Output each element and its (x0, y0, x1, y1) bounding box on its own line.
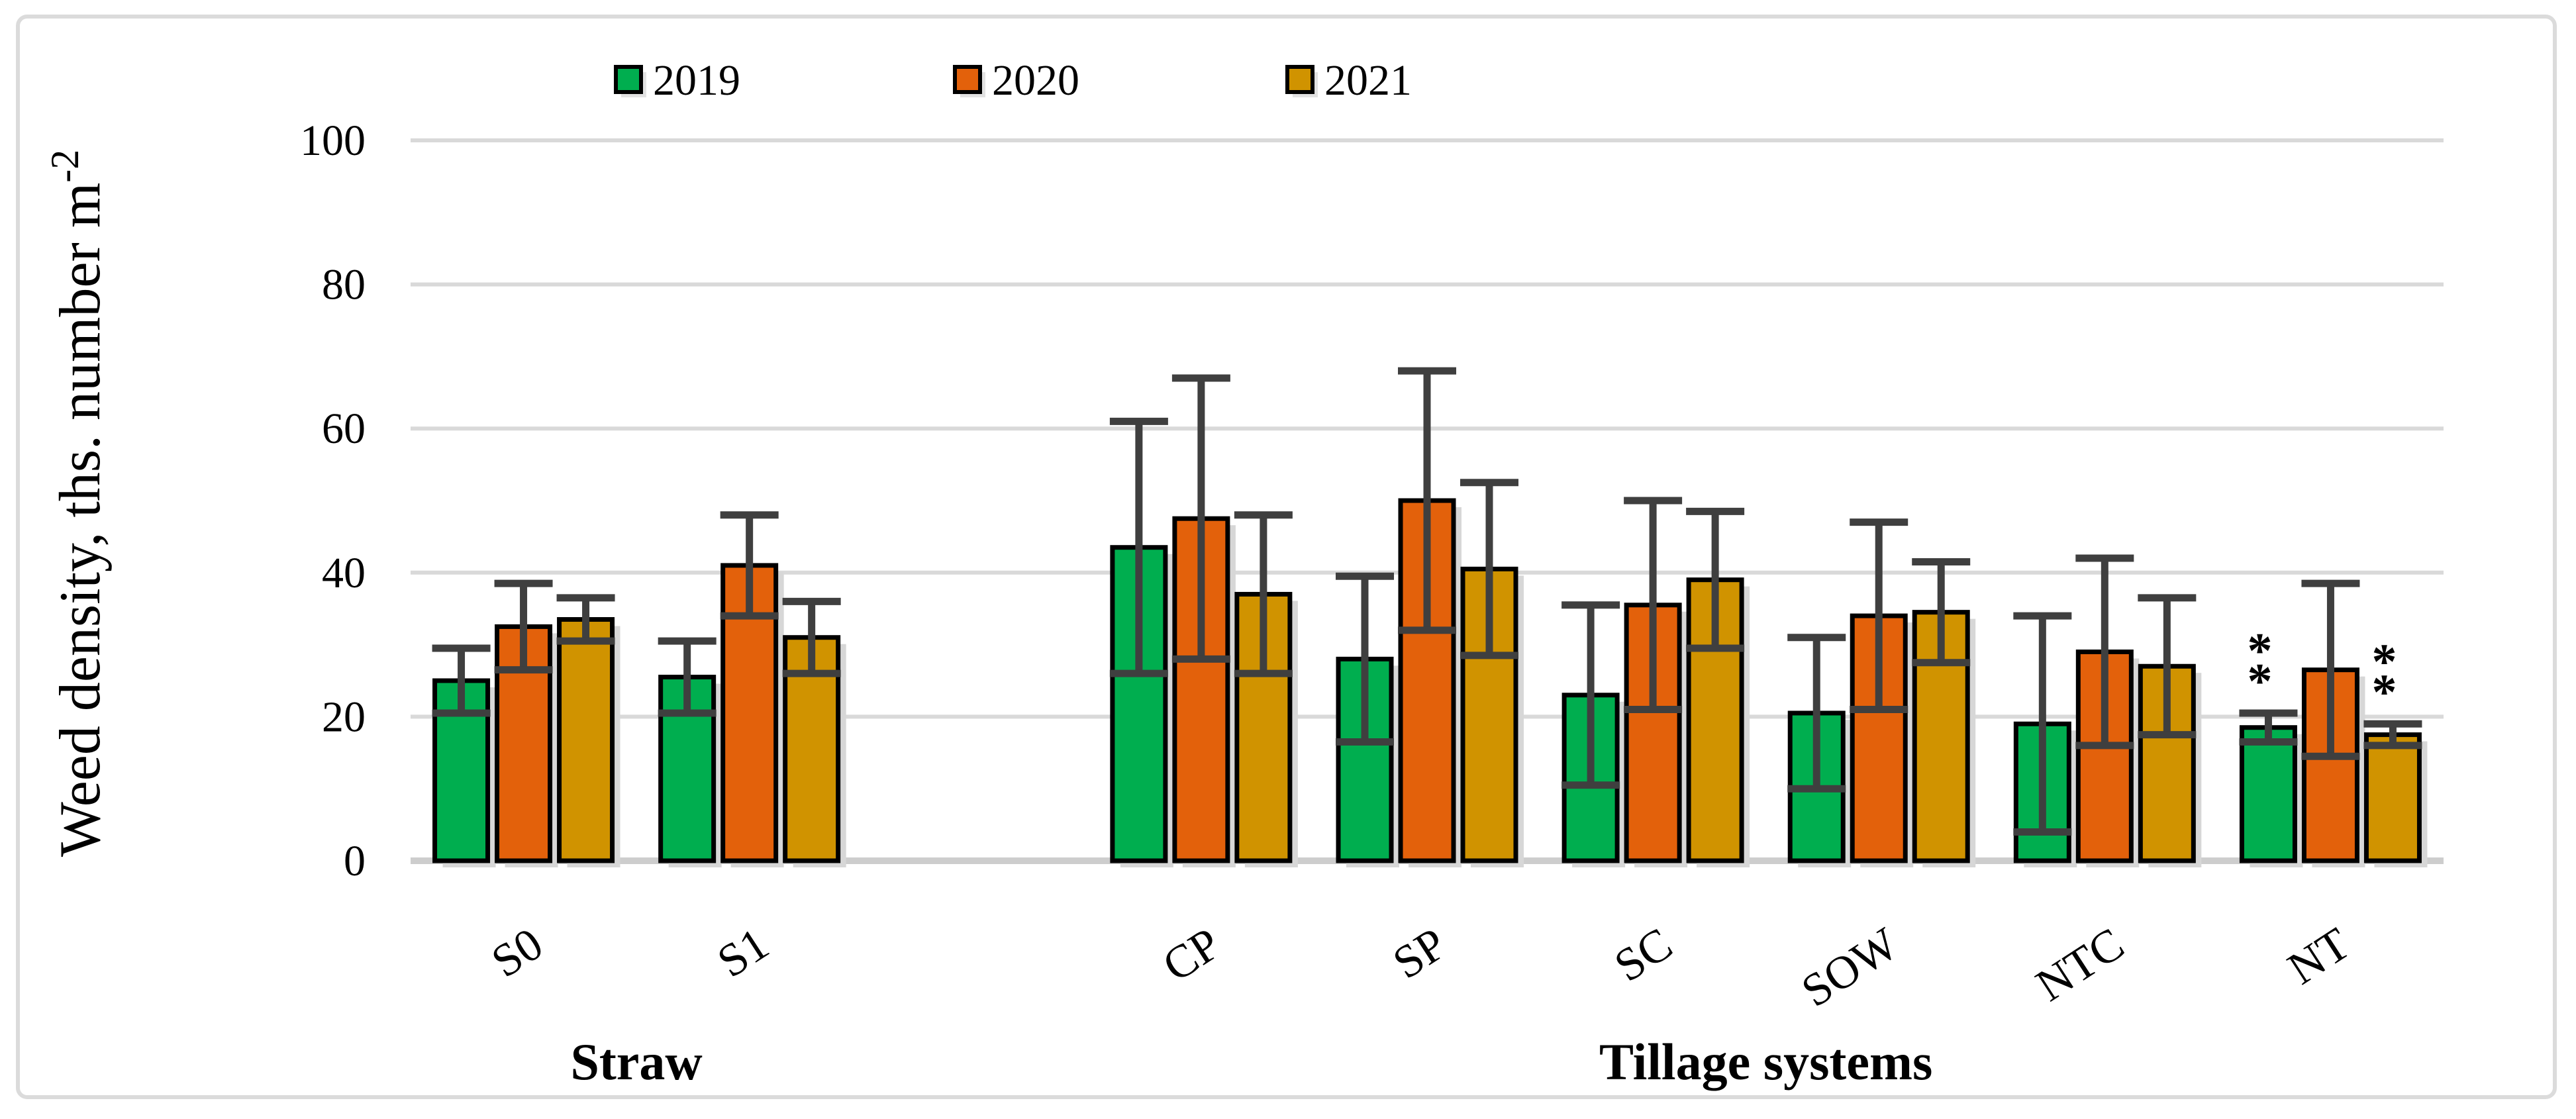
section-label-straw: Straw (570, 1033, 702, 1091)
bar-2021-SP (1460, 566, 1518, 863)
y-axis-title-main: Weed density, ths. number m (48, 183, 113, 857)
bar-group-NT (2239, 579, 2428, 867)
legend-item-2020: 2020 (953, 56, 1079, 105)
error-bar-2020-SP (1398, 367, 1456, 634)
error-bar-2019-SP (1336, 572, 1394, 746)
error-bar-2019-NTC (2013, 612, 2072, 836)
y-tick-label-40: 40 (322, 549, 366, 597)
error-bar-2020-S1 (720, 511, 779, 620)
error-bar-2019-SC (1561, 601, 1620, 789)
error-bar-2021-SP (1460, 479, 1518, 659)
error-bar-2020-S0 (494, 579, 553, 674)
chart-frame (16, 15, 2557, 1099)
legend-label-2019: 2019 (653, 56, 740, 105)
bar-group-SOW (1787, 518, 1976, 867)
bar-2019-NT (2239, 725, 2297, 863)
legend-marker-2021 (1285, 65, 1314, 94)
legend-item-2021: 2021 (1285, 56, 1412, 105)
significance-star: * (2247, 654, 2272, 709)
y-tick-label-20: 20 (322, 693, 366, 741)
error-bar-2021-S0 (556, 594, 615, 645)
bar-group-S0 (432, 579, 620, 867)
bar-group-SC (1561, 497, 1750, 867)
error-bar-2020-SOW (1850, 518, 1908, 714)
y-tick-label-80: 80 (322, 261, 366, 309)
y-tick-label-100: 100 (300, 117, 366, 165)
y-axis-title-superscript: -2 (43, 150, 87, 183)
error-bar-2021-S1 (782, 597, 841, 677)
error-bar-2020-NTC (2075, 554, 2134, 750)
y-tick-label-0: 0 (344, 837, 366, 885)
error-bar-2019-SOW (1787, 634, 1846, 793)
significance-star: * (2371, 664, 2397, 720)
error-bar-2020-CP (1171, 374, 1230, 663)
bar-group-SP (1336, 367, 1524, 867)
legend-label-2020: 2020 (992, 56, 1079, 105)
annotation-2021-NT: ** (2371, 634, 2397, 720)
significance-star: * (2247, 623, 2272, 679)
error-bar-2019-CP (1109, 417, 1168, 677)
error-bar-2019-S0 (432, 644, 491, 717)
bar-group-NTC (2013, 554, 2202, 867)
y-axis-title: Weed density, ths. number m-2 (43, 150, 113, 857)
error-bar-2021-NTC (2138, 594, 2197, 739)
legend-marker-2019 (614, 65, 643, 94)
y-tick-label-60: 60 (322, 405, 366, 453)
legend-item-2019: 2019 (614, 56, 740, 105)
legend-label-2021: 2021 (1324, 56, 1412, 105)
bar-group-S1 (658, 511, 846, 867)
error-bar-2021-CP (1234, 511, 1293, 677)
error-bar-2020-NT (2301, 579, 2360, 760)
error-bar-2019-S1 (658, 637, 717, 717)
error-bar-2021-SC (1686, 507, 1745, 652)
section-label-tillage-systems: Tillage systems (1599, 1033, 1932, 1091)
bar-group-CP (1109, 374, 1298, 867)
legend-marker-2020 (953, 65, 982, 94)
error-bar-2019-NT (2239, 709, 2298, 746)
bar-2021-NT (2363, 732, 2422, 863)
annotation-2019-NT: ** (2247, 623, 2272, 709)
significance-star: * (2371, 634, 2397, 689)
error-bar-2021-NT (2363, 720, 2422, 750)
error-bar-2021-SOW (1912, 558, 1971, 667)
error-bar-2020-SC (1624, 497, 1683, 714)
bar-2021-S0 (557, 617, 615, 863)
